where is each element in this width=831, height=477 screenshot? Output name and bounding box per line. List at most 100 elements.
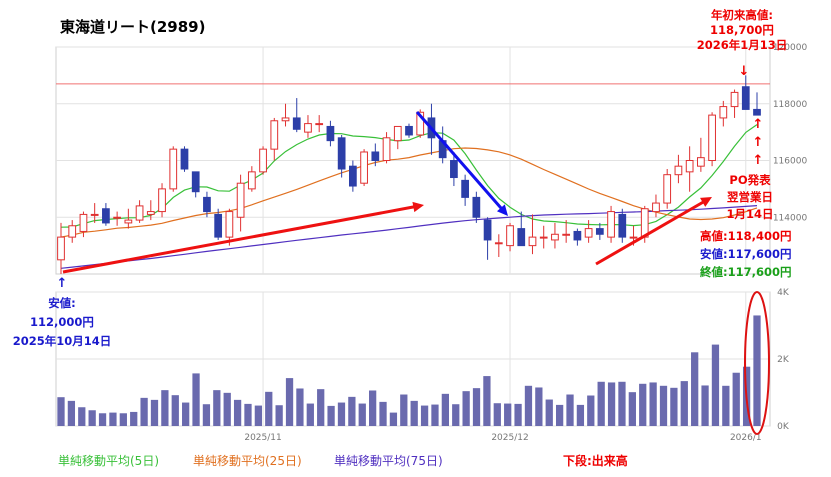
candle-body bbox=[697, 157, 705, 167]
up-arrows: ↑ ↑ ↑ bbox=[750, 116, 766, 170]
candle-body bbox=[180, 148, 189, 170]
volume-bar bbox=[78, 407, 86, 426]
volume-bar bbox=[67, 400, 76, 426]
candle-body bbox=[360, 151, 368, 184]
candle-body bbox=[304, 123, 312, 133]
candle-body bbox=[292, 117, 301, 130]
candle-body bbox=[584, 228, 593, 238]
volume-bar bbox=[452, 404, 460, 426]
uptrend-arrow-1-head bbox=[412, 201, 424, 213]
price-tick-label: 118000 bbox=[773, 100, 808, 110]
candle-body bbox=[450, 160, 458, 179]
x-tick-label: 2025/12 bbox=[491, 433, 528, 443]
volume-bar bbox=[57, 397, 65, 426]
low-label: 安値: bbox=[48, 296, 76, 310]
candle-body bbox=[629, 236, 638, 239]
candle-body bbox=[146, 211, 155, 215]
candle-body bbox=[595, 228, 604, 235]
volume-bar bbox=[379, 401, 387, 426]
candle-body bbox=[528, 236, 537, 247]
candle-body bbox=[730, 91, 739, 108]
candle-body bbox=[461, 179, 469, 198]
x-tick-label: 2025/11 bbox=[244, 433, 281, 443]
candle-body bbox=[405, 125, 413, 136]
candle-body bbox=[79, 213, 88, 232]
legend-ma5: 単純移動平均(5日) bbox=[58, 454, 159, 468]
volume-bar bbox=[691, 352, 699, 426]
uptrend-arrow-1 bbox=[62, 204, 418, 274]
candle-body bbox=[618, 213, 627, 238]
price-tick-label: 120000 bbox=[773, 43, 808, 53]
volume-bar bbox=[618, 381, 626, 426]
volume-bar bbox=[524, 385, 533, 426]
candle-body bbox=[57, 236, 65, 261]
candle-body bbox=[719, 106, 728, 119]
volume-bar bbox=[337, 402, 346, 426]
po-low: 安値:117,600円 bbox=[700, 247, 792, 261]
legend-ma25: 単純移動平均(25日) bbox=[193, 454, 302, 468]
volume-bar bbox=[306, 403, 314, 426]
volume-bar bbox=[732, 372, 740, 426]
po-high: 高値:118,400円 bbox=[700, 229, 792, 243]
volume-bar bbox=[753, 315, 761, 426]
volume-bar bbox=[265, 391, 273, 426]
volume-bar bbox=[348, 396, 356, 426]
candle-body bbox=[281, 117, 290, 122]
candle-body bbox=[663, 174, 672, 204]
high-arrow: ↓ bbox=[738, 64, 750, 79]
volume-bar bbox=[150, 399, 159, 426]
chart-title: 東海道リート(2989) bbox=[60, 18, 206, 36]
po-label: PO発表 bbox=[729, 173, 771, 187]
price-tick-label: 116000 bbox=[773, 157, 808, 167]
volume-bar bbox=[431, 404, 439, 426]
volume-bar bbox=[639, 383, 647, 426]
candle-body bbox=[506, 225, 514, 247]
volume-bar bbox=[233, 399, 242, 426]
volume-bar bbox=[462, 391, 470, 426]
po-next-day: 翌営業日 bbox=[727, 190, 773, 204]
volume-tick-label: 4K bbox=[777, 288, 790, 298]
up-arrow: ↑ bbox=[752, 135, 764, 150]
volume-bar bbox=[483, 376, 491, 426]
volume-bar bbox=[504, 403, 512, 426]
candle-body bbox=[551, 233, 559, 241]
volume-bar bbox=[701, 385, 709, 426]
candle-body bbox=[416, 111, 425, 136]
candle-body bbox=[472, 196, 481, 218]
volume-bar bbox=[659, 385, 668, 426]
volume-bar bbox=[587, 395, 595, 426]
volume-bar bbox=[275, 405, 283, 426]
volume-bar bbox=[514, 403, 522, 426]
ma-line bbox=[60, 147, 758, 238]
volume-bar bbox=[420, 405, 429, 426]
candle-body bbox=[337, 137, 346, 170]
up-arrow: ↑ bbox=[752, 153, 764, 168]
volume-bar bbox=[98, 413, 107, 426]
candle-body bbox=[517, 228, 526, 247]
volume-bar bbox=[628, 392, 636, 426]
x-tick-labels: 2025/11 2025/12 2026/1 bbox=[244, 433, 761, 443]
volume-bar bbox=[535, 387, 543, 426]
volume-bar bbox=[410, 400, 418, 426]
candle-body bbox=[158, 188, 166, 213]
price-tick-label: 114000 bbox=[773, 213, 808, 223]
candle-body bbox=[90, 213, 99, 216]
candle-body bbox=[68, 225, 77, 238]
candle-body bbox=[741, 86, 750, 110]
volume-bar bbox=[192, 373, 200, 426]
high-value: 118,700円 bbox=[710, 23, 774, 37]
low-value: 112,000円 bbox=[30, 315, 94, 329]
trend-arrows bbox=[62, 111, 712, 274]
volume-bar bbox=[182, 402, 190, 426]
volume-bar bbox=[161, 390, 169, 426]
candle-body bbox=[203, 196, 211, 213]
volume-bar bbox=[597, 381, 605, 426]
candle-body bbox=[135, 205, 144, 221]
volume-bar bbox=[285, 378, 294, 426]
uptrend-arrow-2 bbox=[595, 199, 707, 266]
volume-bar bbox=[296, 388, 304, 426]
po-prices: 高値:118,400円 安値:117,600円 終値:117,600円 bbox=[700, 227, 812, 281]
volume-bar bbox=[171, 395, 179, 426]
volume-bar bbox=[389, 412, 398, 426]
volume-tick-label: 2K bbox=[777, 355, 790, 365]
